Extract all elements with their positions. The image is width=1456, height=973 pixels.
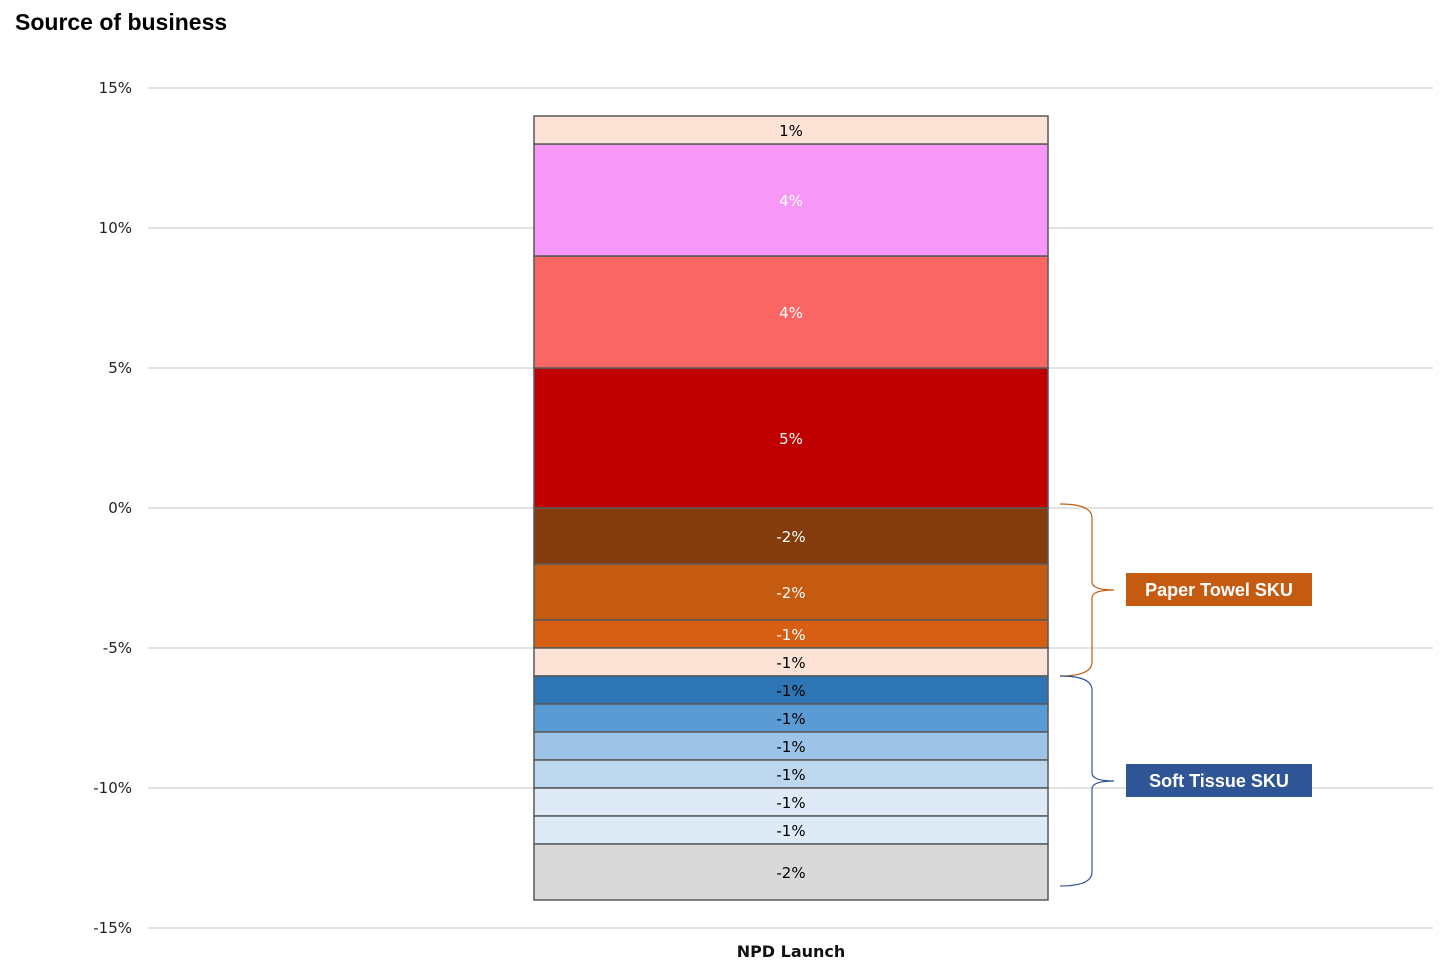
bar-segment: [533, 787, 1049, 817]
data-label: -1%: [776, 794, 805, 812]
y-tick-label: -15%: [93, 919, 132, 937]
bar-segment: [533, 619, 1049, 649]
data-label: -1%: [776, 654, 805, 672]
data-label: -1%: [776, 626, 805, 644]
bar-segment: [533, 507, 1049, 565]
data-label: -2%: [776, 864, 805, 882]
bar-segment: [533, 563, 1049, 621]
y-tick-label: -5%: [103, 639, 132, 657]
y-axis-ticks: 15% 10% 5% 0% -5% -10% -15%: [93, 79, 132, 937]
bar-segment: [533, 843, 1049, 901]
bar-segment: [533, 115, 1049, 145]
data-label: -2%: [776, 528, 805, 546]
bar-segment: [533, 143, 1049, 257]
y-tick-label: -10%: [93, 779, 132, 797]
data-label: -1%: [776, 766, 805, 784]
data-label: -2%: [776, 584, 805, 602]
bar-segment: [533, 675, 1049, 705]
bar-segment: [533, 759, 1049, 789]
data-label: 4%: [779, 304, 803, 322]
data-label: 4%: [779, 192, 803, 210]
data-label: -1%: [776, 738, 805, 756]
data-label: 5%: [779, 430, 803, 448]
brace: [1059, 675, 1115, 887]
bar-segment: [533, 815, 1049, 845]
y-tick-label: 10%: [99, 219, 132, 237]
x-category-label: NPD Launch: [737, 942, 846, 961]
brace: [1059, 503, 1115, 677]
annotation-label: Paper Towel SKU: [1145, 580, 1293, 600]
bar-segment: [533, 255, 1049, 369]
annotations: Paper Towel SKU Soft Tissue SKU: [1059, 503, 1312, 887]
y-tick-label: 0%: [108, 499, 132, 517]
data-label: -1%: [776, 710, 805, 728]
y-tick-label: 15%: [99, 79, 132, 97]
data-labels: 5% 4% 4% 1% -2% -2% -1% -1% -1% -1% -1% -1% -1% -1% -2…: [776, 122, 805, 882]
data-label: -1%: [776, 822, 805, 840]
y-tick-label: 5%: [108, 359, 132, 377]
annotation-box: [1126, 764, 1312, 797]
bar-segment: [533, 703, 1049, 733]
data-label: -1%: [776, 682, 805, 700]
chart-title: Source of business: [15, 9, 228, 35]
annotation-label: Soft Tissue SKU: [1149, 771, 1289, 791]
data-label: 1%: [779, 122, 803, 140]
annotation-box: [1126, 573, 1312, 606]
bar-segments: [533, 115, 1049, 901]
